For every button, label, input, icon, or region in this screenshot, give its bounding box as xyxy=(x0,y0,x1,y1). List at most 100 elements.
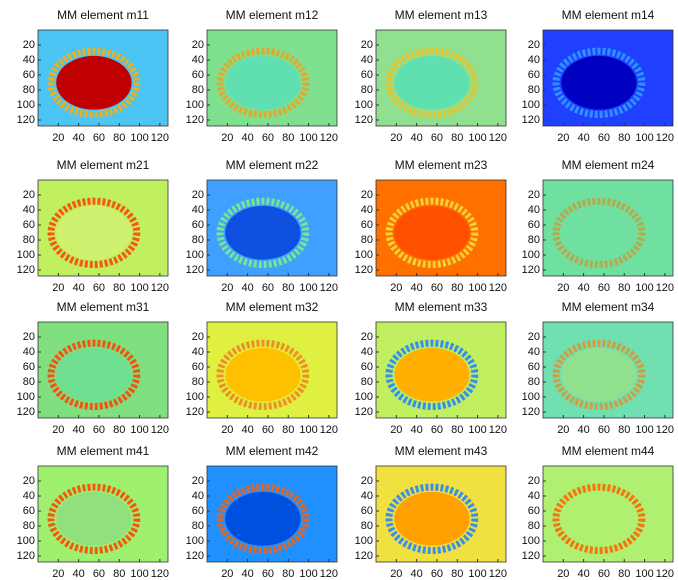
x-tick-label: 20 xyxy=(221,132,233,144)
x-tick-label: 100 xyxy=(299,282,317,294)
y-tick-label: 40 xyxy=(361,346,373,358)
y-tick-label: 20 xyxy=(23,189,35,201)
heatmap-image xyxy=(543,180,673,276)
x-tick-label: 120 xyxy=(151,132,169,144)
y-tick-label: 100 xyxy=(355,249,373,261)
y-tick-label: 120 xyxy=(522,264,540,276)
axes-frame xyxy=(542,465,674,563)
panel-title: MM element m21 xyxy=(57,158,150,172)
x-tick-label: 60 xyxy=(93,568,105,580)
y-tick-label: 120 xyxy=(17,114,35,126)
y-tick-label: 60 xyxy=(192,361,204,373)
heatmap-ring xyxy=(552,483,646,554)
y-tick-label: 40 xyxy=(23,54,35,66)
y-tick-label: 80 xyxy=(528,520,540,532)
x-tick-label: 80 xyxy=(113,424,125,436)
x-tick-label: 100 xyxy=(299,568,317,580)
y-tick-label: 100 xyxy=(522,249,540,261)
x-tick-label: 120 xyxy=(151,282,169,294)
panel-title: MM element m11 xyxy=(57,8,149,22)
y-tick-label: 20 xyxy=(192,475,204,487)
x-tick-label: 120 xyxy=(656,282,674,294)
heatmap-center xyxy=(56,491,132,546)
x-tick-label: 20 xyxy=(390,424,402,436)
y-tick-label: 120 xyxy=(186,550,204,562)
x-tick-label: 60 xyxy=(598,132,610,144)
x-tick-label: 40 xyxy=(73,132,85,144)
x-tick-label: 120 xyxy=(656,568,674,580)
x-tick-label: 80 xyxy=(282,282,294,294)
x-tick-label: 80 xyxy=(113,282,125,294)
heatmap-image xyxy=(543,30,673,126)
y-tick-label: 40 xyxy=(192,346,204,358)
x-tick-label: 120 xyxy=(151,568,169,580)
y-tick-label: 120 xyxy=(522,406,540,418)
x-tick-label: 20 xyxy=(52,132,64,144)
y-tick-label: 60 xyxy=(528,219,540,231)
y-tick-label: 120 xyxy=(17,406,35,418)
y-tick-label: 20 xyxy=(192,331,204,343)
panel-title: MM element m13 xyxy=(395,8,488,22)
heatmap-ring xyxy=(385,47,479,118)
y-tick-label: 120 xyxy=(355,550,373,562)
y-tick-label: 80 xyxy=(23,520,35,532)
x-tick-label: 60 xyxy=(262,568,274,580)
heatmap-ring xyxy=(47,339,141,410)
x-tick-label: 60 xyxy=(431,282,443,294)
y-tick-label: 20 xyxy=(361,475,373,487)
x-tick-label: 80 xyxy=(618,424,630,436)
x-tick-label: 60 xyxy=(93,132,105,144)
heatmap-ring xyxy=(47,47,141,118)
y-tick-label: 120 xyxy=(355,264,373,276)
y-tick-label: 60 xyxy=(192,69,204,81)
x-tick-label: 60 xyxy=(93,424,105,436)
y-tick-label: 80 xyxy=(23,376,35,388)
y-tick-label: 80 xyxy=(528,84,540,96)
y-tick-label: 80 xyxy=(528,376,540,388)
heatmap-image xyxy=(376,30,506,126)
y-tick-label: 20 xyxy=(361,189,373,201)
y-tick-label: 120 xyxy=(522,114,540,126)
y-tick-label: 120 xyxy=(186,406,204,418)
x-tick-label: 40 xyxy=(411,282,423,294)
x-tick-label: 20 xyxy=(390,568,402,580)
x-tick-label: 60 xyxy=(431,568,443,580)
x-tick-label: 100 xyxy=(468,424,486,436)
y-tick-label: 120 xyxy=(522,550,540,562)
heatmap-center xyxy=(394,205,470,260)
x-tick-label: 60 xyxy=(262,132,274,144)
heatmap-ring xyxy=(385,339,479,410)
y-tick-label: 120 xyxy=(186,264,204,276)
y-tick-label: 20 xyxy=(192,39,204,51)
x-tick-label: 60 xyxy=(598,424,610,436)
y-tick-label: 80 xyxy=(192,376,204,388)
x-tick-label: 120 xyxy=(489,132,507,144)
heatmap-center xyxy=(561,205,637,260)
panel-title: MM element m14 xyxy=(562,8,655,22)
x-tick-label: 100 xyxy=(635,282,653,294)
x-tick-label: 40 xyxy=(578,424,590,436)
heatmap-center xyxy=(394,491,470,546)
heatmap-ring xyxy=(47,483,141,554)
y-tick-label: 100 xyxy=(17,535,35,547)
y-tick-label: 40 xyxy=(192,490,204,502)
heatmap-image xyxy=(543,466,673,562)
y-tick-label: 20 xyxy=(23,475,35,487)
y-tick-label: 60 xyxy=(192,219,204,231)
x-tick-label: 100 xyxy=(635,424,653,436)
y-tick-label: 100 xyxy=(355,99,373,111)
y-tick-label: 120 xyxy=(17,264,35,276)
x-tick-label: 80 xyxy=(113,568,125,580)
heatmap-image xyxy=(38,30,168,126)
y-tick-label: 100 xyxy=(522,99,540,111)
heatmap-center xyxy=(225,491,301,546)
y-tick-label: 40 xyxy=(23,490,35,502)
x-tick-label: 100 xyxy=(468,132,486,144)
heatmap-center xyxy=(225,347,301,402)
x-tick-label: 40 xyxy=(242,132,254,144)
y-tick-label: 100 xyxy=(17,391,35,403)
x-tick-label: 80 xyxy=(282,132,294,144)
y-tick-label: 80 xyxy=(23,234,35,246)
heatmap-image xyxy=(38,180,168,276)
y-tick-label: 80 xyxy=(361,84,373,96)
